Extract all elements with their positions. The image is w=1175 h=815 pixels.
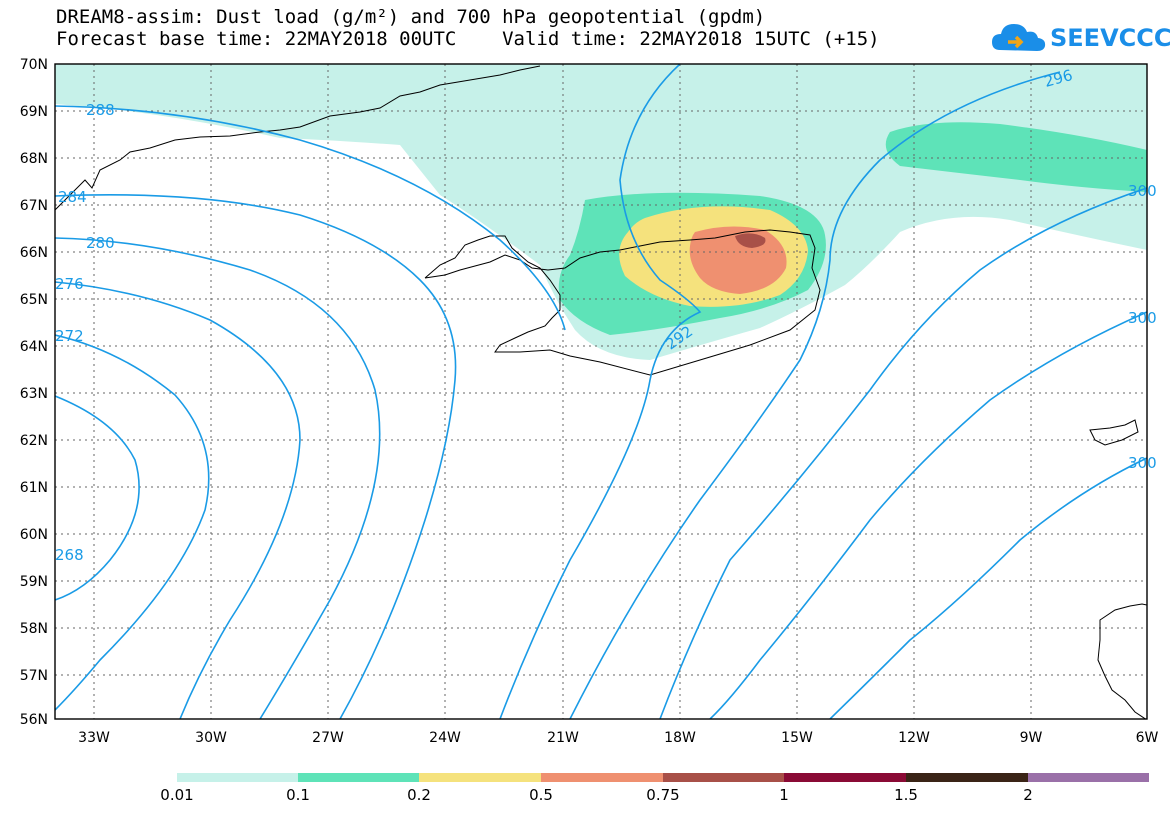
- lon-tick-label: 30W: [195, 730, 227, 746]
- greenland-coast: [55, 65, 541, 211]
- contour-label: 276: [55, 275, 84, 293]
- lat-tick-label: 69N: [20, 104, 48, 120]
- lon-tick-label: 9W: [1020, 730, 1043, 746]
- contour-label: 280: [86, 234, 115, 252]
- lon-tick-label: 12W: [898, 730, 930, 746]
- legend-swatch: [298, 773, 419, 782]
- legend-swatch: [1028, 773, 1149, 782]
- cloud-icon: [992, 24, 1046, 51]
- legend-label: 1: [779, 786, 789, 804]
- legend-swatch: [541, 773, 663, 782]
- lat-tick-label: 59N: [20, 574, 48, 590]
- legend-swatch: [177, 773, 298, 782]
- logo-text: SEEVCCC: [1050, 24, 1172, 52]
- lat-tick-label: 66N: [20, 245, 48, 261]
- map-frame: [54, 63, 1148, 720]
- longitude-axis: 33W 30W 27W 24W 21W 18W 15W 12W 9W 6W: [78, 730, 1158, 746]
- legend-label: 0.01: [160, 786, 194, 804]
- lon-tick-label: 15W: [781, 730, 813, 746]
- lat-tick-label: 68N: [20, 151, 48, 167]
- seevccc-logo: SEEVCCC: [990, 18, 1172, 58]
- contour-label: 288: [86, 101, 115, 119]
- map-title: DREAM8-assim: Dust load (g/m²) and 700 h…: [56, 6, 766, 28]
- lat-tick-label: 65N: [20, 292, 48, 308]
- latitude-axis: 70N 69N 68N 67N 66N 65N 64N 63N 62N 61N …: [20, 57, 48, 728]
- legend-label: 0.75: [646, 786, 680, 804]
- color-legend: [177, 773, 1149, 782]
- coastlines: [55, 65, 1147, 719]
- legend-label: 0.1: [286, 786, 310, 804]
- legend-label: 1.5: [894, 786, 918, 804]
- lat-tick-label: 58N: [20, 621, 48, 637]
- contour-labels: 288 284 280 276 272 268 292 296 300 300 …: [55, 66, 1157, 564]
- contour-label: 272: [55, 327, 84, 345]
- lat-tick-label: 70N: [20, 57, 48, 73]
- legend-label: 0.5: [529, 786, 553, 804]
- legend-label: 2: [1023, 786, 1033, 804]
- contour-label: 300: [1128, 309, 1157, 327]
- legend-swatch: [663, 773, 784, 782]
- lon-tick-label: 18W: [664, 730, 696, 746]
- map-subtitle: Forecast base time: 22MAY2018 00UTC Vali…: [56, 28, 880, 50]
- dust-level-0.75: [735, 233, 766, 248]
- lat-tick-label: 64N: [20, 339, 48, 355]
- contour-label: 268: [55, 546, 84, 564]
- legend-swatch: [784, 773, 906, 782]
- legend-swatch: [906, 773, 1028, 782]
- lat-tick-label: 62N: [20, 433, 48, 449]
- lat-tick-label: 61N: [20, 480, 48, 496]
- legend-swatch: [419, 773, 541, 782]
- lon-tick-label: 6W: [1136, 730, 1159, 746]
- lon-tick-label: 33W: [78, 730, 110, 746]
- scotland-coast: [1097, 603, 1147, 719]
- lat-tick-label: 57N: [20, 668, 48, 684]
- lat-tick-label: 60N: [20, 527, 48, 543]
- lon-tick-label: 21W: [547, 730, 579, 746]
- faroe-coast: [1089, 419, 1139, 446]
- graticule: [55, 64, 1147, 719]
- lat-tick-label: 63N: [20, 386, 48, 402]
- lon-tick-label: 27W: [312, 730, 344, 746]
- lon-tick-label: 24W: [429, 730, 461, 746]
- legend-label: 0.2: [407, 786, 431, 804]
- geopotential-contours: [55, 64, 1147, 719]
- contour-label: 300: [1128, 454, 1157, 472]
- dust-level-0.1-north: [885, 122, 1147, 192]
- lat-tick-label: 67N: [20, 198, 48, 214]
- iceland-coast: [424, 229, 821, 376]
- contour-label: 284: [58, 188, 87, 206]
- lat-tick-label: 56N: [20, 712, 48, 728]
- contour-label: 300: [1128, 182, 1157, 200]
